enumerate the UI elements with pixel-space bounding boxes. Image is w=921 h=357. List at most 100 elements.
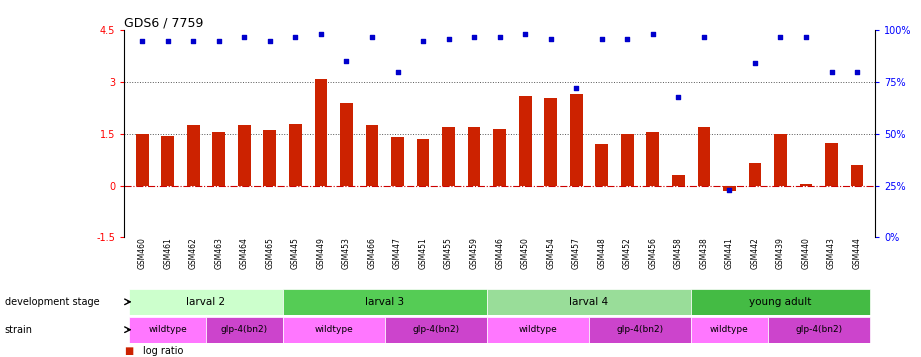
Text: glp-4(bn2): glp-4(bn2) xyxy=(413,325,460,334)
Text: GSM444: GSM444 xyxy=(853,237,861,269)
Text: GSM456: GSM456 xyxy=(648,237,658,269)
Bar xyxy=(799,184,812,186)
Bar xyxy=(487,289,691,315)
Text: GSM438: GSM438 xyxy=(699,237,708,269)
Text: GSM445: GSM445 xyxy=(291,237,300,269)
Text: GSM450: GSM450 xyxy=(520,237,530,269)
Bar xyxy=(595,144,608,186)
Bar xyxy=(487,317,589,343)
Bar xyxy=(570,94,583,186)
Point xyxy=(365,34,379,39)
Bar xyxy=(697,127,710,186)
Bar xyxy=(283,289,487,315)
Text: GSM447: GSM447 xyxy=(393,237,402,269)
Bar xyxy=(238,125,251,186)
Bar xyxy=(494,129,506,186)
Text: GSM458: GSM458 xyxy=(674,237,682,269)
Bar xyxy=(851,165,864,186)
Text: larval 4: larval 4 xyxy=(569,297,609,307)
Text: GSM449: GSM449 xyxy=(317,237,325,269)
Text: glp-4(bn2): glp-4(bn2) xyxy=(795,325,843,334)
Bar xyxy=(213,132,225,186)
Point xyxy=(441,36,456,41)
Point xyxy=(824,69,839,75)
Text: young adult: young adult xyxy=(750,297,811,307)
Text: larval 3: larval 3 xyxy=(366,297,404,307)
Point xyxy=(492,34,507,39)
Bar xyxy=(385,317,487,343)
Point xyxy=(620,36,635,41)
Bar xyxy=(621,134,634,186)
Bar xyxy=(135,134,148,186)
Text: GSM466: GSM466 xyxy=(367,237,377,269)
Text: strain: strain xyxy=(5,325,32,335)
Text: GSM454: GSM454 xyxy=(546,237,555,269)
Text: GSM457: GSM457 xyxy=(572,237,581,269)
Bar xyxy=(519,96,531,186)
Bar xyxy=(647,132,659,186)
Text: GSM443: GSM443 xyxy=(827,237,836,269)
Point xyxy=(160,38,175,44)
Text: GSM442: GSM442 xyxy=(751,237,760,269)
Bar xyxy=(130,289,283,315)
Point xyxy=(212,38,227,44)
Bar xyxy=(340,103,353,186)
Point xyxy=(415,38,430,44)
Point xyxy=(237,34,251,39)
Text: GSM448: GSM448 xyxy=(597,237,606,269)
Text: GSM440: GSM440 xyxy=(801,237,810,269)
Text: wildtype: wildtype xyxy=(148,325,187,334)
Point xyxy=(850,69,865,75)
Text: glp-4(bn2): glp-4(bn2) xyxy=(616,325,664,334)
Text: GSM439: GSM439 xyxy=(776,237,785,269)
Text: ■: ■ xyxy=(124,346,134,356)
Text: wildtype: wildtype xyxy=(519,325,557,334)
Bar xyxy=(468,127,481,186)
Text: GSM455: GSM455 xyxy=(444,237,453,269)
Bar xyxy=(263,130,276,186)
Point xyxy=(773,34,787,39)
Text: GSM460: GSM460 xyxy=(138,237,146,269)
Text: GSM464: GSM464 xyxy=(239,237,249,269)
Bar xyxy=(723,186,736,191)
Point xyxy=(569,85,584,91)
Point xyxy=(262,38,277,44)
Bar xyxy=(283,317,385,343)
Bar xyxy=(589,317,691,343)
Text: GSM446: GSM446 xyxy=(495,237,504,269)
Bar xyxy=(130,317,206,343)
Bar xyxy=(768,317,869,343)
Text: GDS6 / 7759: GDS6 / 7759 xyxy=(124,16,204,29)
Point xyxy=(313,32,328,37)
Bar xyxy=(289,124,302,186)
Bar xyxy=(749,163,762,186)
Text: GSM462: GSM462 xyxy=(189,237,198,269)
Text: GSM441: GSM441 xyxy=(725,237,734,269)
Bar xyxy=(775,134,787,186)
Text: development stage: development stage xyxy=(5,297,99,307)
Text: GSM459: GSM459 xyxy=(470,237,479,269)
Bar xyxy=(691,317,768,343)
Point xyxy=(671,94,686,100)
Point xyxy=(594,36,609,41)
Bar xyxy=(544,97,557,186)
Bar xyxy=(366,125,379,186)
Point xyxy=(391,69,405,75)
Text: log ratio: log ratio xyxy=(143,346,183,356)
Point xyxy=(134,38,149,44)
Bar xyxy=(416,139,429,186)
Point xyxy=(339,59,354,64)
Point xyxy=(288,34,303,39)
Bar xyxy=(691,289,869,315)
Bar xyxy=(672,175,684,186)
Text: GSM452: GSM452 xyxy=(623,237,632,269)
Text: GSM465: GSM465 xyxy=(265,237,274,269)
Point xyxy=(518,32,532,37)
Point xyxy=(467,34,482,39)
Text: wildtype: wildtype xyxy=(710,325,749,334)
Bar xyxy=(161,136,174,186)
Text: GSM453: GSM453 xyxy=(342,237,351,269)
Point xyxy=(748,61,763,66)
Text: GSM451: GSM451 xyxy=(418,237,427,269)
Text: GSM461: GSM461 xyxy=(163,237,172,269)
